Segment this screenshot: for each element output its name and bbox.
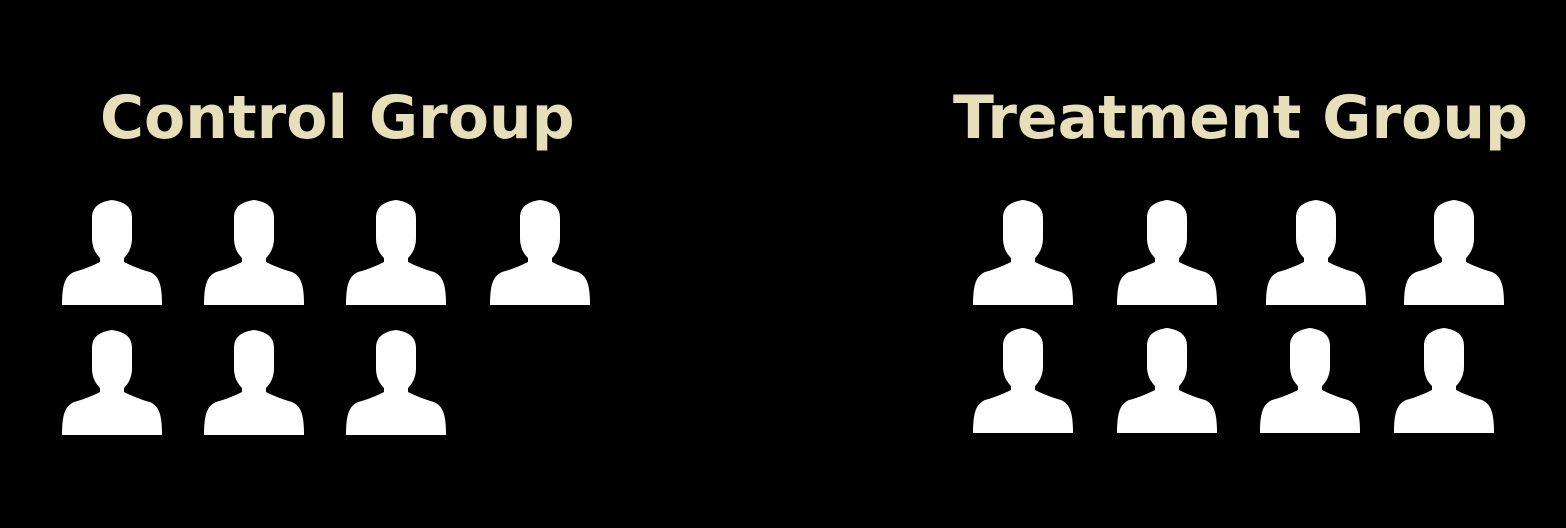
person-silhouette-icon bbox=[490, 200, 590, 305]
person-silhouette-icon bbox=[1404, 200, 1504, 305]
treatment-group-title: Treatment Group bbox=[953, 83, 1529, 153]
person-silhouette-icon bbox=[1260, 328, 1360, 433]
person-silhouette-icon bbox=[973, 200, 1073, 305]
person-silhouette-icon bbox=[973, 328, 1073, 433]
treatment-group-people bbox=[973, 200, 1504, 433]
person-silhouette-icon bbox=[62, 200, 162, 305]
control-group-people bbox=[62, 200, 590, 435]
person-silhouette-icon bbox=[1394, 328, 1494, 433]
person-silhouette-icon bbox=[346, 200, 446, 305]
person-silhouette-icon bbox=[1266, 200, 1366, 305]
person-silhouette-icon bbox=[62, 330, 162, 435]
control-group-title: Control Group bbox=[100, 83, 575, 153]
person-silhouette-icon bbox=[1117, 328, 1217, 433]
person-silhouette-icon bbox=[1117, 200, 1217, 305]
person-silhouette-icon bbox=[204, 200, 304, 305]
person-silhouette-icon bbox=[346, 330, 446, 435]
person-silhouette-icon bbox=[204, 330, 304, 435]
